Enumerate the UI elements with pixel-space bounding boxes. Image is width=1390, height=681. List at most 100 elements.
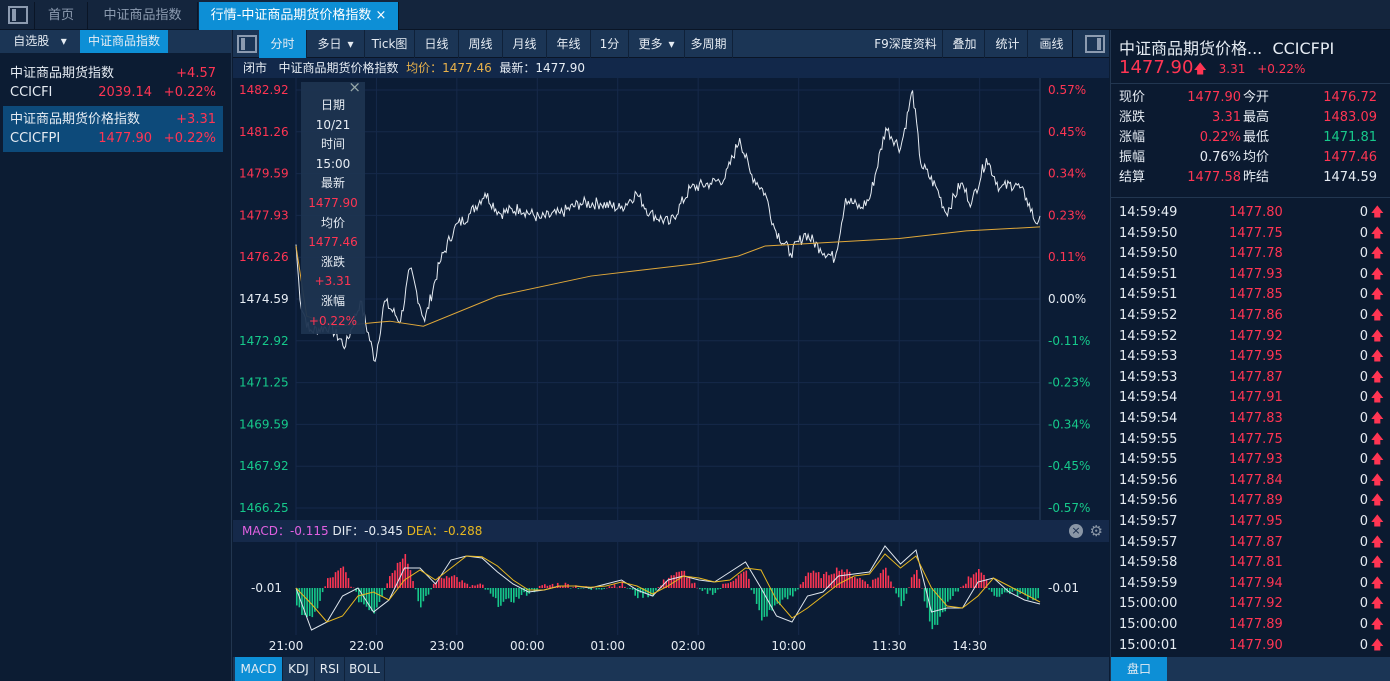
macd-bar xyxy=(748,578,750,588)
list-item[interactable]: 中证商品期货指数 +4.57 CCICFI 2039.14 +0.22% xyxy=(3,60,223,106)
macd-bar xyxy=(394,570,396,588)
macd-bar xyxy=(624,586,626,588)
y-tick-right: -0.45% xyxy=(1048,459,1090,473)
macd-bar xyxy=(412,581,414,588)
tab-index[interactable]: 中证商品指数 xyxy=(88,2,198,30)
tick-volume: 0 xyxy=(1359,493,1368,509)
tab-commodity-index[interactable]: 中证商品指数 xyxy=(80,30,168,53)
chevron-down-icon[interactable]: ▾ xyxy=(668,37,675,51)
quote-title: 中证商品期货价格... CCICFPI xyxy=(1119,35,1334,59)
toolbar-5[interactable]: 月线 xyxy=(503,30,547,58)
y-tick-left: 1479.59 xyxy=(239,167,289,181)
macd-bar xyxy=(1034,588,1037,601)
close-icon[interactable]: × xyxy=(375,8,387,23)
macd-bar xyxy=(696,587,699,589)
tick-time: 14:59:56 xyxy=(1119,472,1178,488)
gear-icon[interactable]: ⚙ xyxy=(1089,522,1103,540)
crosshair-tooltip: × 日期 10/21 时间 15:00 最新 1477.90 均价 1477.46 涨跌 +3.3… xyxy=(301,78,365,334)
tick-volume: 0 xyxy=(1359,246,1368,262)
tab-rsi[interactable]: RSI xyxy=(315,657,345,681)
toolbar-label: 分时 xyxy=(270,37,295,51)
tab-boll[interactable]: BOLL xyxy=(345,657,385,681)
macd-bar xyxy=(296,588,298,606)
x-tick: 00:00 xyxy=(510,639,545,653)
tick-time: 14:59:51 xyxy=(1119,266,1178,282)
macd-bar xyxy=(967,576,970,588)
macd-bar xyxy=(482,584,484,588)
macd-bar xyxy=(923,588,926,602)
macd-bar xyxy=(497,588,500,607)
tick-price: 1477.86 xyxy=(1229,308,1283,323)
macd-bar xyxy=(828,575,830,588)
overlay-button[interactable]: 叠加 xyxy=(945,30,985,58)
sidebar-toggle-icon[interactable] xyxy=(8,6,28,24)
tick-volume: 0 xyxy=(1359,637,1368,653)
chevron-down-icon[interactable]: ▾ xyxy=(347,37,354,51)
macd-bar xyxy=(606,587,608,589)
macd-bar xyxy=(949,588,952,600)
y-tick-right: 0.00% xyxy=(1048,292,1086,306)
arrow-up-icon: 🡅 xyxy=(1370,514,1384,529)
tab-macd[interactable]: MACD xyxy=(235,657,283,681)
toolbar-6[interactable]: 年线 xyxy=(547,30,591,58)
macd-bar xyxy=(750,588,753,591)
panel-toggle-icon[interactable] xyxy=(237,35,257,53)
macd-bar xyxy=(603,588,606,589)
close-icon[interactable]: × xyxy=(348,78,361,96)
toolbar-2[interactable]: Tick图 xyxy=(365,30,415,58)
macd-bar xyxy=(396,562,399,588)
macd-bar xyxy=(890,581,892,588)
macd-bar xyxy=(732,580,735,588)
stat-label: 最高 xyxy=(1243,110,1270,125)
macd-bar xyxy=(983,574,985,588)
quote-price: 1477.90 xyxy=(1119,57,1194,78)
tab-order-book[interactable]: 盘口 xyxy=(1111,657,1167,681)
toolbar-1[interactable]: 多日 ▾ xyxy=(307,30,365,58)
macd-bar xyxy=(399,561,401,588)
quote-panel: 中证商品期货价格... CCICFPI 1477.90🡅 3.31 +0.22%… xyxy=(1110,30,1390,681)
tick-price: 1477.92 xyxy=(1229,328,1283,344)
macd-bar xyxy=(1037,588,1040,599)
macd-bar xyxy=(471,585,474,588)
macd-bar xyxy=(786,588,789,600)
macd-value: MACD：-0.115 xyxy=(242,524,329,538)
draw-button[interactable]: 画线 xyxy=(1031,30,1073,58)
toolbar-label: 周线 xyxy=(468,37,493,51)
tab-kdj[interactable]: KDJ xyxy=(283,657,315,681)
intraday-chart[interactable]: 1482.92 0.57% 1481.26 0.45% 1479.59 0.34% 1477… xyxy=(233,30,1109,657)
macd-bar xyxy=(329,577,332,588)
macd-bar xyxy=(776,588,779,604)
macd-bar xyxy=(975,572,978,588)
tab-home[interactable]: 首页 xyxy=(34,2,88,30)
toolbar-7[interactable]: 1分 xyxy=(591,30,629,58)
list-item-selected[interactable]: 中证商品期货价格指数 +3.31 CCICFPI 1477.90 +0.22% xyxy=(3,106,223,152)
tick-volume: 0 xyxy=(1359,555,1368,571)
y-tick-left: 1481.26 xyxy=(239,125,289,139)
macd-bar xyxy=(391,572,394,588)
stats-button[interactable]: 统计 xyxy=(988,30,1028,58)
y-tick-left: 1476.26 xyxy=(239,250,289,264)
toolbar-3[interactable]: 日线 xyxy=(415,30,459,58)
toolbar-8[interactable]: 更多 ▾ xyxy=(629,30,685,58)
stat-label: 结算 xyxy=(1119,170,1146,185)
tick-volume: 0 xyxy=(1359,225,1368,241)
toolbar-9[interactable]: 多周期 xyxy=(685,30,733,58)
tick-price: 1477.81 xyxy=(1229,555,1283,571)
macd-bar xyxy=(704,588,706,590)
close-indicator-icon[interactable]: × xyxy=(1069,524,1083,538)
tick-time: 14:59:53 xyxy=(1119,349,1178,365)
macd-bar xyxy=(621,581,624,588)
macd-bar xyxy=(866,583,869,588)
f9-button[interactable]: F9深度资料 xyxy=(869,30,943,58)
macd-bar xyxy=(848,571,851,588)
tick-price: 1477.83 xyxy=(1229,411,1283,426)
dropdown-label: 自选股 xyxy=(13,34,50,48)
watchlist-dropdown[interactable]: 自选股 ▾ xyxy=(0,30,80,53)
y-tick-right: -0.57% xyxy=(1048,501,1090,515)
macd-bar xyxy=(931,588,934,630)
macd-bar xyxy=(817,572,820,588)
toolbar-0[interactable]: 分时 xyxy=(259,30,307,58)
item-price: 1477.90 xyxy=(98,131,152,146)
tab-quote[interactable]: 行情-中证商品期货价格指数 × xyxy=(199,2,399,30)
toolbar-4[interactable]: 周线 xyxy=(459,30,503,58)
